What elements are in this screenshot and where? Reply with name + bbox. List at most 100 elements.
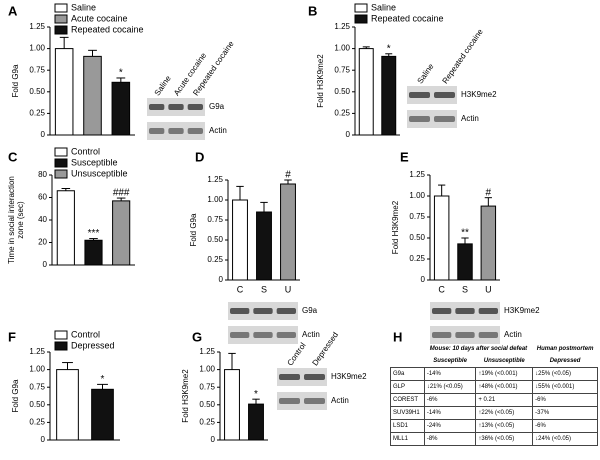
blot-band — [168, 128, 184, 134]
x-tick-label: C — [237, 284, 244, 294]
annotation: * — [119, 68, 123, 79]
blot-label: Actin — [461, 114, 479, 123]
header-cell — [391, 343, 425, 355]
blot-band — [253, 332, 273, 338]
y-tick-label: 0.75 — [29, 382, 45, 391]
table-cell: G9a — [390, 367, 425, 381]
legend-swatch — [54, 3, 68, 13]
bar — [381, 55, 397, 136]
table-cell: LSD1 — [390, 419, 425, 433]
table-row: GLP ↓21% (<0.05) ↑48% (<0.001) ↓55% (<0.001… — [390, 380, 598, 394]
table-cell: -6% — [532, 419, 598, 433]
blot-band — [432, 308, 452, 314]
y-axis-title: Fold G9a — [11, 379, 20, 412]
blot-band — [434, 92, 455, 98]
blot-band — [455, 332, 475, 338]
table-cell: ↑19% (<0.001) — [475, 367, 534, 381]
blot-band — [187, 128, 203, 134]
table-cell: -37% — [532, 406, 598, 420]
y-axis-title: Time in social interaction — [7, 176, 16, 264]
y-tick-label: 1.25 — [29, 347, 45, 356]
bar — [54, 48, 74, 136]
y-tick-label: 1.00 — [199, 365, 215, 374]
blot-band — [187, 104, 203, 110]
legend-swatch — [54, 158, 68, 168]
y-tick-label: 1.00 — [29, 44, 45, 53]
table-row: SUV39H1 -14% ↑22% (<0.05) -37% — [390, 406, 598, 420]
data-table: Mouse: 10 days after social defeat Human … — [390, 343, 598, 446]
table-cell: ↓25% (<0.05) — [532, 367, 598, 381]
blot-band — [478, 308, 498, 314]
bar — [83, 55, 102, 136]
annotation: * — [387, 43, 391, 54]
legend-label: Repeated cocaine — [371, 13, 444, 23]
table-cell: SUV39H1 — [390, 406, 425, 420]
y-tick-label: 0.50 — [334, 87, 350, 96]
table-cell: ↓21% (<0.05) — [423, 380, 477, 394]
blot-label: G9a — [302, 306, 318, 315]
y-tick-label: 0.75 — [29, 65, 45, 74]
y-tick-label: 40 — [38, 215, 47, 224]
table-cell: ↓24% (<0.05) — [532, 432, 598, 446]
legend-label: Unsusceptible — [71, 168, 128, 178]
header-row: Mouse: 10 days after social defeat Human … — [391, 343, 598, 355]
blot-band — [409, 116, 430, 122]
bar — [112, 200, 131, 266]
blot-label: H3K9me2 — [461, 90, 497, 99]
table-cell: -6% — [532, 393, 598, 407]
y-tick-label: 0.50 — [409, 233, 425, 242]
blot-band — [230, 332, 250, 338]
table-cell: ↑22% (<0.05) — [475, 406, 534, 420]
bar — [480, 205, 497, 281]
table-cell: -6% — [423, 393, 477, 407]
table-cell: -14% — [423, 367, 477, 381]
panel-letter: C — [8, 149, 18, 164]
legend-swatch — [54, 147, 68, 157]
y-tick-label: 1.00 — [207, 195, 223, 204]
blot-band — [478, 332, 498, 338]
y-tick-label: 0.75 — [409, 212, 425, 221]
panel-letter: G — [192, 329, 202, 344]
bar — [56, 369, 79, 441]
legend-swatch — [54, 14, 68, 24]
legend-swatch — [354, 3, 368, 13]
y-tick-label: 60 — [38, 193, 47, 202]
blot-band — [434, 116, 455, 122]
y-tick-label: 0.25 — [29, 109, 45, 118]
legend-label: Control — [71, 329, 100, 339]
subheader-cell: Unsusceptible — [483, 358, 525, 364]
y-tick-label: 0 — [41, 435, 46, 444]
bar — [248, 403, 264, 441]
blot-band — [455, 308, 475, 314]
table-cell: -24% — [423, 419, 477, 433]
blot-label: Actin — [209, 126, 227, 135]
blot-background — [277, 392, 327, 410]
legend-label: Saline — [371, 2, 396, 12]
y-axis-title: Fold G9a — [189, 213, 198, 246]
bar — [358, 48, 374, 136]
table-cell: GLP — [390, 380, 425, 394]
table-row: MLL1 -8% ↑36% (<0.05) ↓24% (<0.05) — [390, 432, 598, 446]
bar — [457, 243, 473, 281]
table-cell: ↑48% (<0.001) — [475, 380, 534, 394]
annotation: # — [486, 187, 492, 198]
table-row: COREST -6% + 0.21 -6% — [390, 393, 598, 407]
blot-label: H3K9me2 — [331, 372, 367, 381]
y-tick-label: 0.50 — [29, 87, 45, 96]
bar — [56, 190, 75, 266]
header-cell: Mouse: 10 days after social defeat — [429, 346, 528, 352]
blot-band — [276, 332, 296, 338]
blot-lane-label: Repeated cocaine — [440, 27, 485, 85]
blot-band — [279, 398, 300, 404]
y-axis-title: Fold H3K9me2 — [181, 369, 190, 423]
y-tick-label: 0.25 — [199, 418, 215, 427]
panel-letter: E — [400, 149, 409, 164]
y-tick-label: 0.75 — [334, 65, 350, 74]
blot-label: Actin — [331, 396, 349, 405]
blot-band — [304, 374, 325, 380]
subheader-cell: Depressed — [549, 358, 581, 364]
y-tick-label: 0.25 — [207, 255, 223, 264]
table-cell: MLL1 — [390, 432, 425, 446]
blot-background — [277, 368, 327, 386]
